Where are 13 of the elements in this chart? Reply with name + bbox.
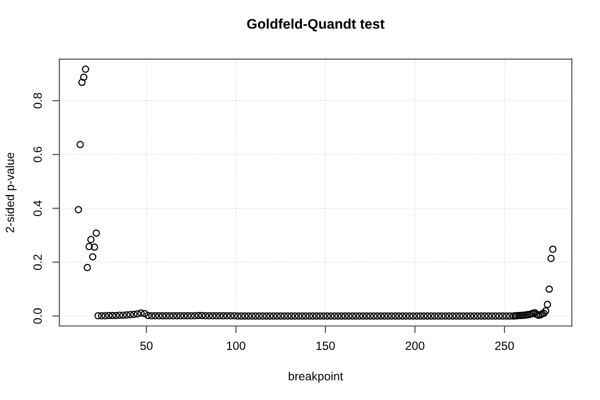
x-axis-title: breakpoint [288,372,344,383]
y-tick-label: 0.4 [33,200,42,216]
y-tick-label: 0.6 [33,146,42,162]
y-tick-label: 0.2 [33,254,42,270]
x-tick-label: 100 [226,342,246,350]
chart-title: Goldfeld-Quandt test [247,18,384,32]
y-axis-title: 2-sided p-value [5,152,16,232]
x-tick-label: 200 [406,342,424,350]
y-tick-label: 0.0 [33,308,42,324]
y-tick-label: 0.8 [33,92,42,108]
x-tick-label: 150 [316,342,335,350]
x-tick-label: 250 [495,342,514,350]
x-tick-label: 50 [140,342,153,350]
